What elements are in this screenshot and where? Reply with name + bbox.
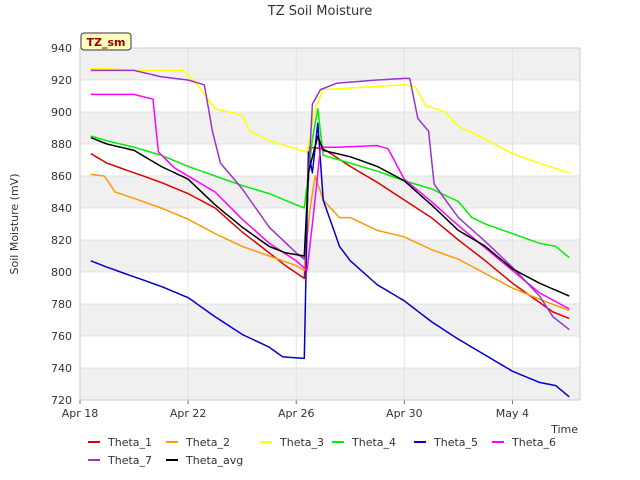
grid-band xyxy=(80,112,580,144)
plot-area xyxy=(80,48,580,400)
series-line-theta_5 xyxy=(90,122,570,398)
legend-label-theta_2: Theta_2 xyxy=(185,436,230,449)
y-tick-label: 780 xyxy=(51,298,72,311)
y-tick-label: 940 xyxy=(51,42,72,55)
y-tick-label: 720 xyxy=(51,394,72,407)
series-line-theta_3 xyxy=(90,68,570,174)
grid-band xyxy=(80,240,580,272)
series-line-theta_7 xyxy=(90,69,570,331)
legend-label-theta_avg: Theta_avg xyxy=(185,454,243,467)
series-line-theta_6 xyxy=(90,93,570,310)
y-tick-label: 740 xyxy=(51,362,72,375)
plot-border xyxy=(79,47,581,401)
x-axis-label: Time xyxy=(550,423,578,436)
y-tick-label: 760 xyxy=(51,330,72,343)
y-tick-label: 800 xyxy=(51,266,72,279)
y-tick-label: 880 xyxy=(51,138,72,151)
grid-band xyxy=(80,176,580,208)
y-tick-label: 840 xyxy=(51,202,72,215)
legend-label-theta_5: Theta_5 xyxy=(433,436,478,449)
grid-band xyxy=(80,368,580,400)
y-tick-label: 860 xyxy=(51,170,72,183)
legend-label-theta_1: Theta_1 xyxy=(107,436,152,449)
y-tick-label: 920 xyxy=(51,74,72,87)
series-line-theta_avg xyxy=(90,135,570,297)
grid-band xyxy=(80,304,580,336)
site-badge-label: TZ_sm xyxy=(87,36,126,49)
x-tick-label: Apr 30 xyxy=(386,407,423,420)
y-tick-label: 900 xyxy=(51,106,72,119)
x-tick-label: Apr 26 xyxy=(278,407,315,420)
axes: 720 740 760 780 800 820 840 860 880 900 920 940 Apr … xyxy=(51,42,581,420)
y-axis-label: Soil Moisture (mV) xyxy=(8,174,21,275)
x-tick-label: Apr 18 xyxy=(62,407,99,420)
grid-band xyxy=(80,48,580,80)
legend: Theta_1 Theta_2 Theta_3 Theta_4 Theta_5 Theta… xyxy=(88,436,556,467)
grid-bands xyxy=(80,48,580,400)
legend-label-theta_3: Theta_3 xyxy=(279,436,324,449)
y-tick-label: 820 xyxy=(51,234,72,247)
x-tick-label: May 4 xyxy=(496,407,529,420)
series-line-theta_2 xyxy=(90,173,570,312)
chart-title: TZ Soil Moisture xyxy=(267,4,373,19)
legend-label-theta_4: Theta_4 xyxy=(351,436,396,449)
legend-label-theta_6: Theta_6 xyxy=(511,436,556,449)
series-line-theta_4 xyxy=(90,108,570,259)
legend-label-theta_7: Theta_7 xyxy=(107,454,152,467)
site-badge: TZ_sm xyxy=(80,32,132,51)
site-badge-box xyxy=(80,32,132,51)
series-group xyxy=(90,68,570,398)
x-tick-label: Apr 22 xyxy=(170,407,207,420)
